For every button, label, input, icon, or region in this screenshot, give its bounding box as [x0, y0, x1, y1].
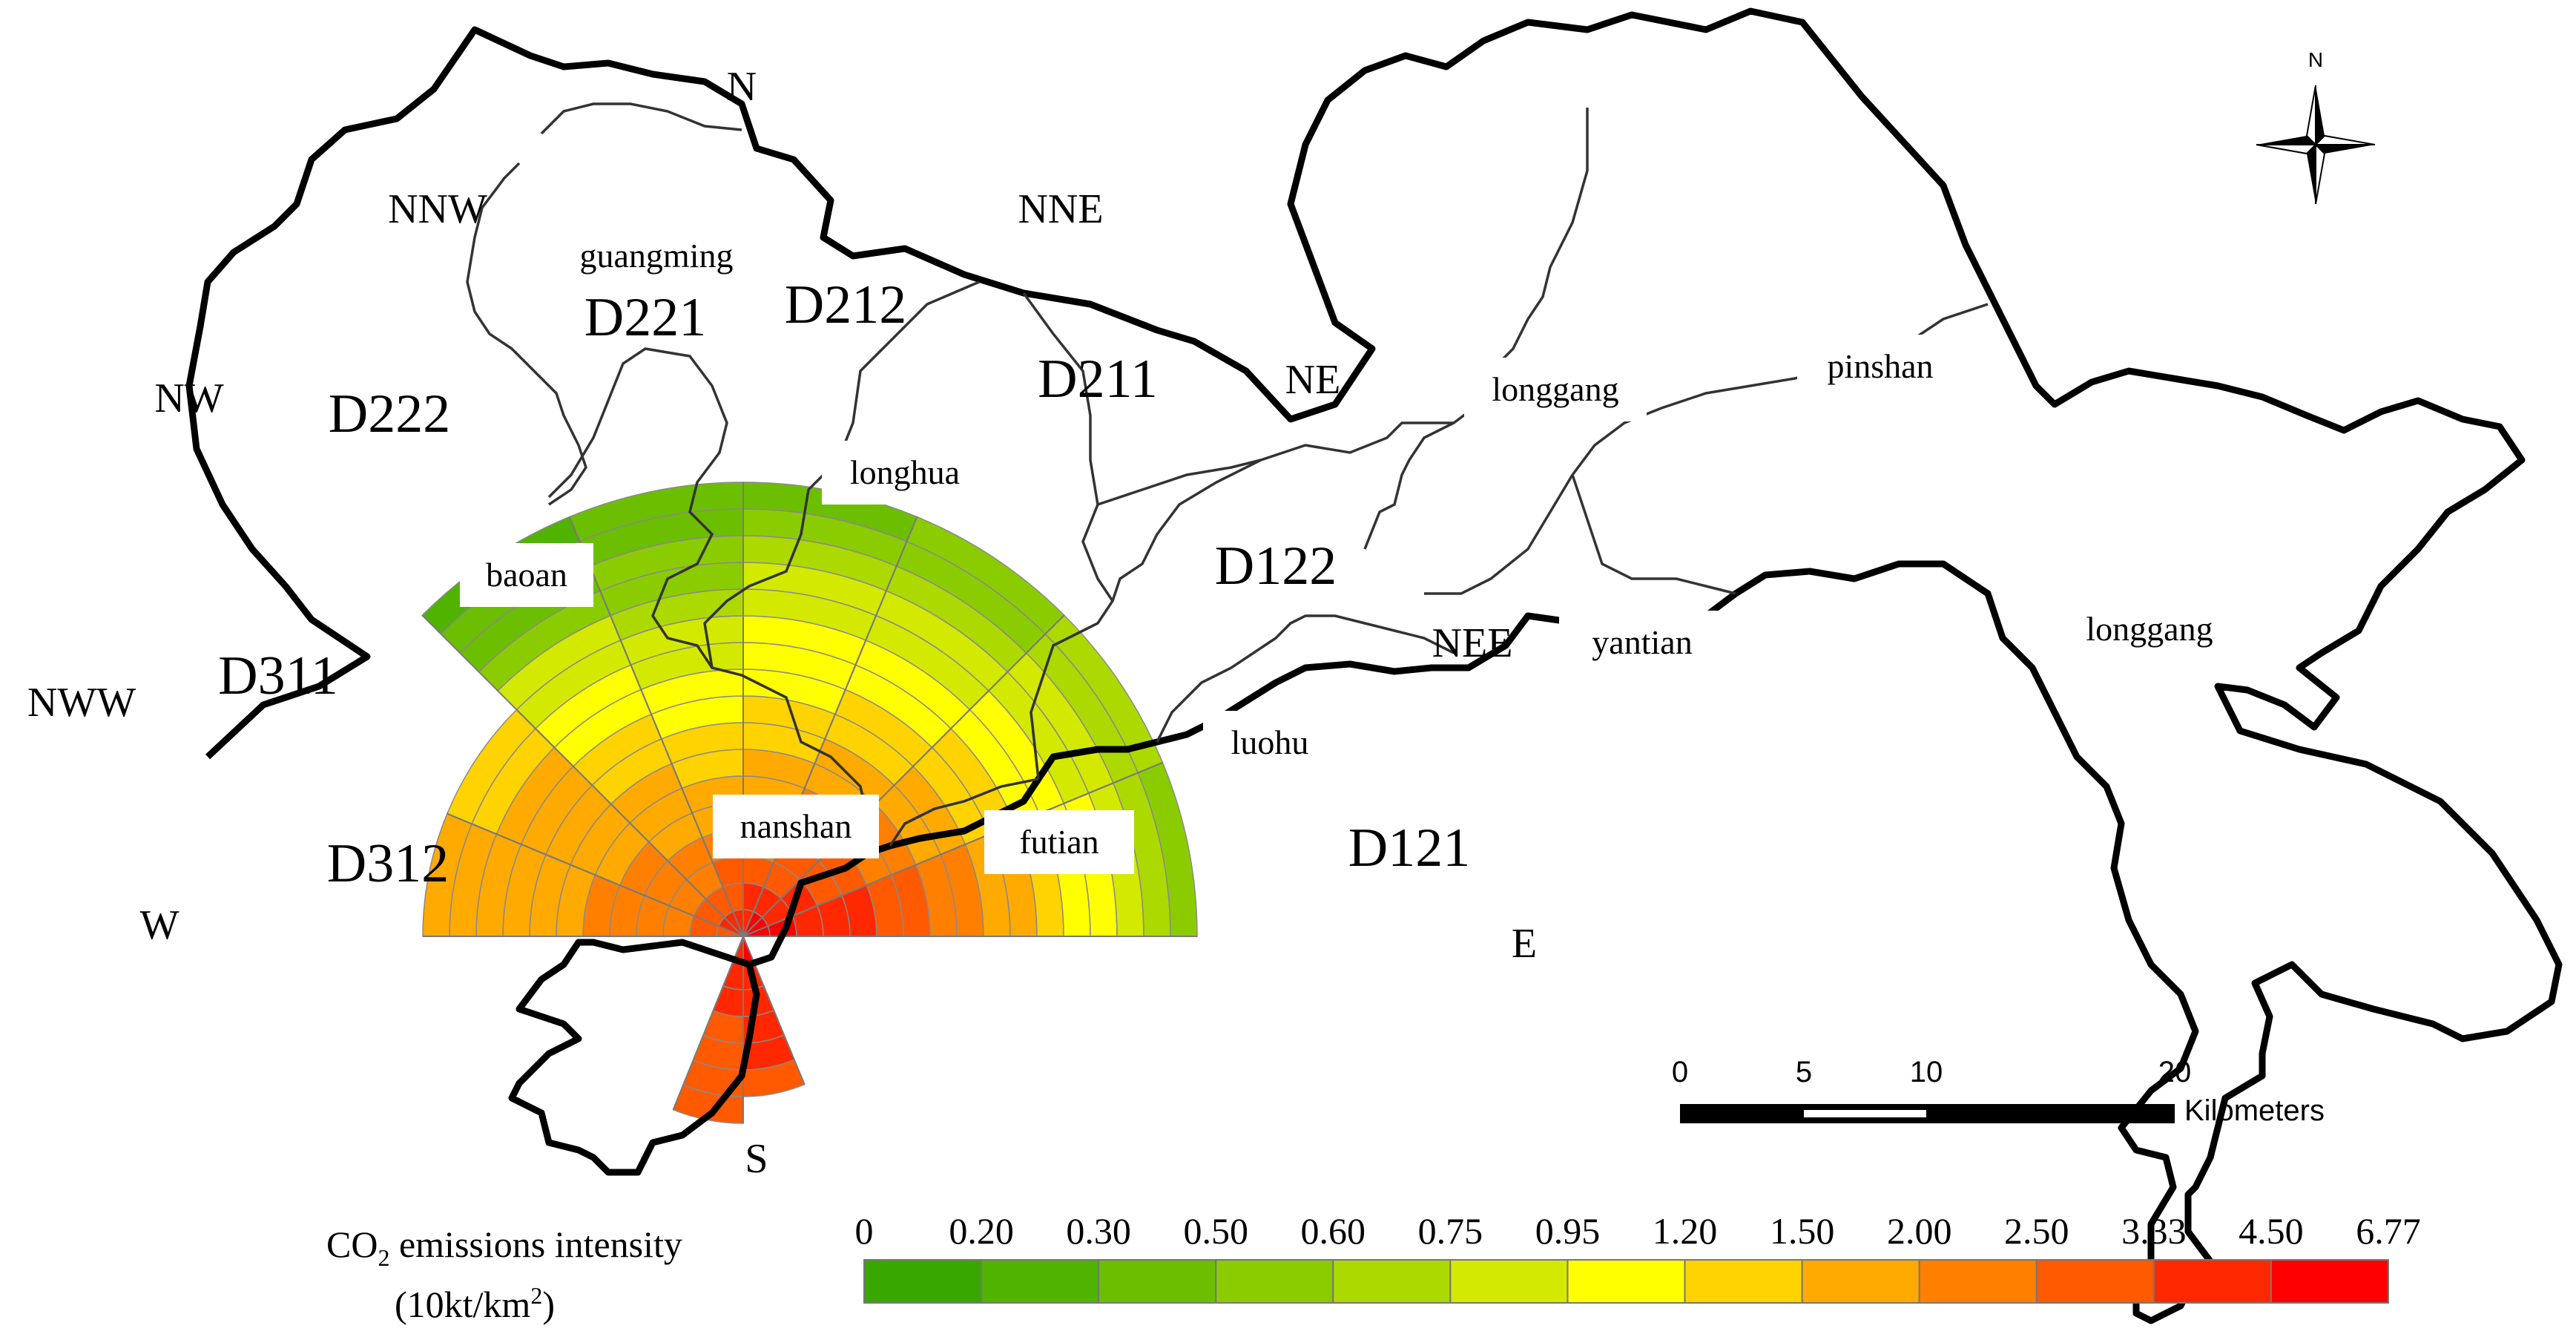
- legend-break-label: 0.60: [1301, 1210, 1366, 1252]
- district-label-longhua: longhua: [822, 441, 988, 505]
- sector-code-d221: D221: [584, 287, 706, 348]
- legend-swatch: [1801, 1259, 1920, 1304]
- sector-code-d311: D311: [218, 645, 338, 706]
- scale-tick-0: 0: [1672, 1056, 1688, 1088]
- direction-label-nee: NEE: [1432, 620, 1513, 666]
- scale-tick-20: 20: [2158, 1056, 2192, 1088]
- legend-break-label: 0.30: [1066, 1210, 1131, 1252]
- legend-swatch: [1215, 1259, 1334, 1304]
- legend-swatch: [1918, 1259, 2038, 1304]
- district-label-guangming: guangming: [557, 224, 756, 288]
- district-label-nanshan: nanshan: [713, 795, 879, 858]
- legend-swatch: [1098, 1259, 1217, 1304]
- legend-color-bar: [863, 1259, 2390, 1304]
- compass-rose-icon: [2256, 85, 2376, 205]
- legend-break-label: 2.00: [1887, 1210, 1952, 1252]
- city-boundary: [185, 7, 2563, 1324]
- svg-text:guangming: guangming: [580, 237, 734, 275]
- sector-code-d211: D211: [1038, 349, 1158, 410]
- district-label-futian: futian: [984, 810, 1134, 874]
- sector-spoke: [447, 812, 744, 937]
- direction-label-nw: NW: [154, 375, 223, 421]
- scale-bar: 0 5 10 20 Kilometers: [1672, 1056, 2325, 1127]
- direction-label-ne: NE: [1285, 357, 1341, 403]
- legend-swatch: [2152, 1259, 2272, 1304]
- direction-label-n: N: [727, 64, 757, 110]
- legend-title: CO2 emissions intensity: [326, 1223, 682, 1271]
- scale-tick-10: 10: [1910, 1056, 1943, 1088]
- direction-label-nnw: NNW: [388, 186, 487, 232]
- district-label-luohu: luohu: [1203, 711, 1337, 775]
- district-label-pinshan: pinshan: [1797, 335, 1963, 398]
- district-label-baoan: baoan: [460, 543, 593, 607]
- direction-label-s: S: [745, 1136, 768, 1182]
- legend-swatch: [1449, 1259, 1569, 1304]
- legend-break-label: 0.95: [1535, 1210, 1601, 1252]
- legend-break-label: 0.20: [949, 1210, 1014, 1252]
- legend-swatch: [1332, 1259, 1452, 1304]
- district-label-longgang: longgang: [1464, 358, 1647, 421]
- legend-break-label: 0.75: [1418, 1210, 1483, 1252]
- svg-text:futian: futian: [1019, 823, 1098, 861]
- legend-break-labels: 0 0.20 0.30 0.50 0.60 0.75 0.95 1.20 1.50 2.00 2.5…: [855, 1210, 2421, 1252]
- sector-code-d312: D312: [327, 833, 449, 894]
- svg-text:luohu: luohu: [1231, 723, 1309, 761]
- svg-text:baoan: baoan: [486, 556, 567, 594]
- sector-code-d212: D212: [785, 275, 906, 335]
- legend-break-label: 0.50: [1183, 1210, 1248, 1252]
- sector-divider-lines: [421, 482, 1197, 1123]
- legend-swatch: [1684, 1259, 1803, 1304]
- legend-break-label: 1.50: [1770, 1210, 1835, 1252]
- direction-label-e: E: [1512, 921, 1537, 967]
- legend-break-label: 0: [855, 1210, 874, 1252]
- north-arrow-label: N: [2308, 48, 2323, 71]
- sector-spoke: [672, 936, 744, 1111]
- legend-break-label: 4.50: [2239, 1210, 2304, 1252]
- legend-swatch: [1567, 1259, 1686, 1304]
- legend-swatch: [981, 1259, 1100, 1304]
- sector-spoke: [568, 516, 744, 937]
- district-label-longgang: longgang: [2058, 597, 2241, 661]
- svg-text:yantian: yantian: [1592, 623, 1692, 661]
- svg-text:longgang: longgang: [1492, 370, 1618, 408]
- sector-code-d222: D222: [329, 384, 450, 444]
- svg-text:longhua: longhua: [850, 453, 960, 491]
- legend-break-label: 3.33: [2121, 1210, 2187, 1252]
- sector-spoke: [742, 516, 918, 937]
- sector-spoke: [742, 761, 1163, 937]
- sector-code-d122: D122: [1215, 536, 1337, 597]
- sector-spoke: [515, 709, 744, 937]
- legend-break-label: 6.77: [2356, 1210, 2421, 1252]
- scale-tick-5: 5: [1796, 1056, 1812, 1088]
- scale-unit: Kilometers: [2184, 1094, 2325, 1127]
- district-label-yantian: yantian: [1559, 611, 1725, 674]
- legend-break-label: 2.50: [2004, 1210, 2069, 1252]
- legend-unit: (10kt/km2): [395, 1282, 555, 1325]
- svg-text:pinshan: pinshan: [1827, 347, 1933, 385]
- sector-spoke: [742, 614, 1065, 937]
- direction-label-nne: NNE: [1018, 186, 1103, 232]
- direction-label-nww: NWW: [27, 680, 136, 726]
- legend-swatch: [863, 1259, 983, 1304]
- legend-swatch: [2270, 1259, 2390, 1304]
- svg-text:longgang: longgang: [2086, 610, 2213, 648]
- sector-cell: [722, 960, 744, 991]
- legend-swatch: [2035, 1259, 2155, 1304]
- svg-text:nanshan: nanshan: [740, 807, 852, 845]
- sector-code-d121: D121: [1348, 818, 1470, 878]
- legend-break-label: 1.20: [1653, 1210, 1718, 1252]
- direction-label-w: W: [140, 902, 179, 948]
